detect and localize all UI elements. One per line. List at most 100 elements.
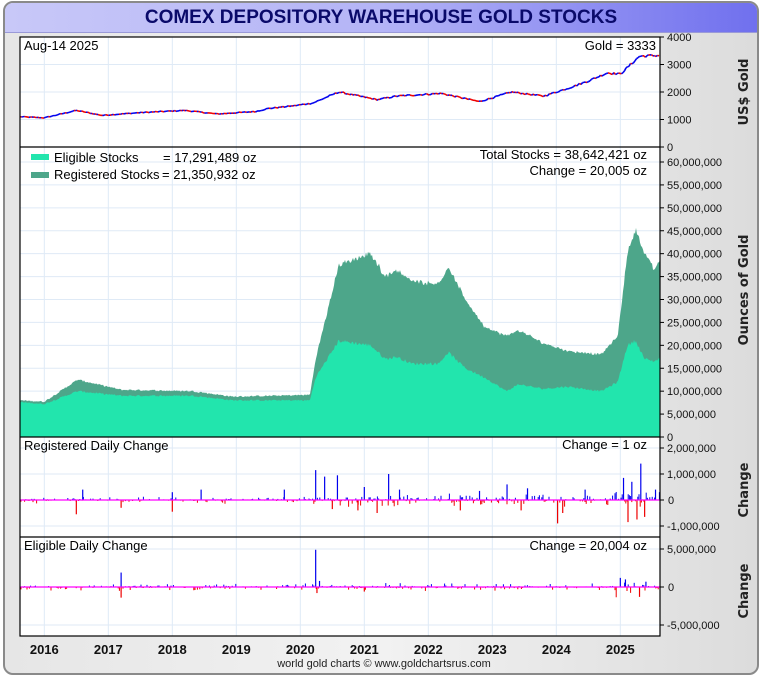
- gold-price-segment: [643, 55, 647, 58]
- gold-price-segment: [511, 90, 514, 94]
- gold-price-segment: [186, 109, 189, 112]
- gold-price-segment: [572, 84, 576, 88]
- registered-change-label: Change = 1 oz: [562, 437, 647, 452]
- gold-price-segment: [67, 111, 70, 114]
- gold-price-segment: [147, 111, 150, 114]
- registered-stocks-area: [20, 227, 660, 437]
- y-tick-label: 25,000,000: [667, 317, 722, 329]
- gold-price-segment: [120, 112, 123, 116]
- gold-price-segment: [357, 94, 360, 97]
- y-tick-label: 2000: [667, 87, 691, 99]
- y-tick-label: 10,000,000: [667, 386, 722, 398]
- gold-price-segment: [529, 93, 532, 96]
- gold-price-segment: [57, 113, 60, 116]
- gold-price-segment: [532, 93, 535, 96]
- gold-price-segment: [332, 92, 336, 95]
- y-tick-label: 45,000,000: [667, 226, 722, 238]
- gold-price-label: Gold = 3333: [585, 38, 656, 53]
- gold-price-segment: [498, 94, 501, 97]
- gold-price-segment: [646, 54, 649, 57]
- legend-swatch-eligible: [31, 154, 49, 160]
- gold-price-segment: [580, 82, 584, 85]
- gold-price-segment: [198, 110, 201, 113]
- gold-price-segment: [604, 72, 607, 75]
- gold-price-segment: [474, 99, 477, 102]
- y-tick-label: 35,000,000: [667, 272, 722, 284]
- gold-price-segment: [141, 111, 144, 114]
- x-tick-label: 2019: [222, 642, 251, 657]
- legend-label-registered: Registered Stocks: [54, 167, 160, 182]
- y-tick-label: 5,000,000: [667, 544, 716, 556]
- gold-price-segment: [321, 98, 324, 101]
- gold-price-segment: [437, 92, 441, 95]
- gold-price-segment: [522, 92, 525, 95]
- gold-price-segment: [372, 97, 375, 101]
- gold-price-segment: [577, 82, 581, 86]
- y-axis-title: Ounces of Gold: [737, 235, 752, 346]
- gold-price-segment: [628, 63, 632, 67]
- x-tick-label: 2020: [286, 642, 315, 657]
- y-tick-label: 60,000,000: [667, 157, 722, 169]
- gold-price-segment: [493, 95, 497, 99]
- x-tick-label: 2017: [94, 642, 123, 657]
- gold-price-segment: [374, 98, 378, 101]
- gold-price-segment: [352, 93, 355, 96]
- gold-price-segment: [459, 96, 462, 99]
- gold-price-segment: [621, 71, 624, 75]
- y-tick-label: 5,000,000: [667, 409, 716, 421]
- gold-price-segment: [394, 95, 397, 98]
- x-tick-label: 2024: [542, 642, 572, 657]
- gold-price-segment: [453, 95, 456, 98]
- y-tick-label: -1,000,000: [667, 521, 720, 533]
- gold-price-segment: [235, 111, 238, 114]
- gold-price-segment: [547, 93, 551, 96]
- gold-price-segment: [111, 113, 114, 116]
- stocks-change-label: Change = 20,005 oz: [530, 163, 647, 178]
- y-tick-label: 20,000,000: [667, 340, 722, 352]
- gold-price-segment: [379, 97, 382, 101]
- gold-price-segment: [526, 92, 529, 95]
- gold-price-segment: [561, 88, 564, 91]
- gold-price-segment: [370, 97, 373, 101]
- gold-price-segment: [542, 94, 546, 98]
- gold-price-segment: [129, 112, 132, 115]
- gold-price-segment: [540, 94, 543, 97]
- eligible-change-title: Eligible Daily Change: [24, 538, 148, 553]
- y-tick-label: 4000: [667, 32, 691, 44]
- gold-price-segment: [603, 73, 606, 76]
- y-tick-label: 1000: [667, 115, 691, 127]
- gold-price-segment: [657, 54, 660, 57]
- gold-price-segment: [307, 102, 310, 105]
- gold-price-segment: [644, 55, 648, 58]
- gold-price-segment: [51, 114, 54, 117]
- gold-price-segment: [88, 111, 91, 115]
- y-tick-label: 1,000,000: [667, 469, 716, 481]
- gold-price-segment: [600, 74, 603, 77]
- gold-price-segment: [348, 93, 351, 96]
- gold-price-segment: [520, 92, 523, 95]
- gold-price-segment: [37, 116, 40, 119]
- gold-price-segment: [557, 90, 561, 93]
- gold-price-segment: [420, 93, 423, 96]
- gold-price-segment: [103, 113, 106, 117]
- gold-price-segment: [174, 109, 177, 113]
- gold-price-segment: [94, 113, 97, 116]
- gold-price-segment: [72, 109, 75, 113]
- y-tick-label: 0: [667, 142, 673, 154]
- gold-price-segment: [112, 113, 115, 116]
- gold-price-segment: [574, 84, 577, 87]
- gold-price-segment: [444, 93, 447, 96]
- registered-change-title: Registered Daily Change: [24, 438, 169, 453]
- gold-price-segment: [282, 105, 285, 108]
- y-tick-label: 0: [668, 582, 674, 594]
- gold-price-segment: [421, 93, 424, 96]
- gold-price-segment: [550, 92, 554, 95]
- chart-title: COMEX DEPOSITORY WAREHOUSE GOLD STOCKS: [144, 7, 618, 28]
- gold-price-segment: [376, 98, 379, 101]
- gold-price-segment: [322, 97, 325, 100]
- y-tick-label: 3000: [667, 60, 691, 72]
- x-tick-label: 2018: [158, 642, 187, 657]
- title-bar: COMEX DEPOSITORY WAREHOUSE GOLD STOCKS: [5, 3, 757, 33]
- gold-price-segment: [631, 62, 634, 65]
